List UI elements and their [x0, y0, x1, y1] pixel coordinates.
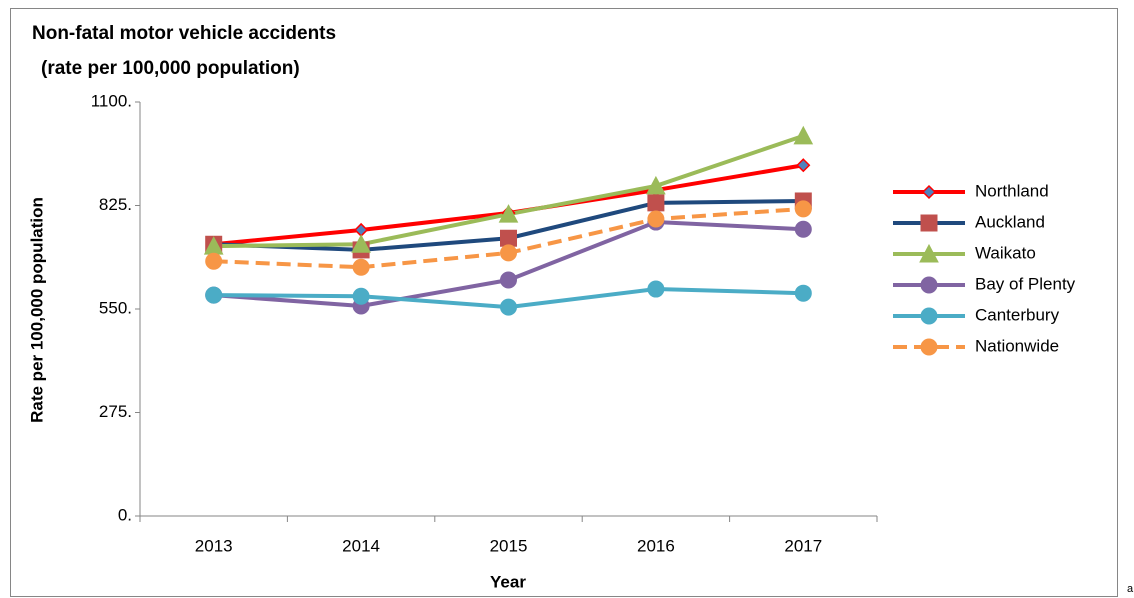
marker — [205, 252, 223, 270]
chart-subtitle: (rate per 100,000 population) — [41, 58, 300, 79]
legend-marker — [920, 276, 938, 294]
marker — [351, 234, 371, 253]
legend-label: Nationwide — [975, 336, 1059, 355]
x-tick-label: 2017 — [784, 536, 822, 555]
marker — [500, 229, 517, 247]
y-tick-label: 550. — [99, 298, 132, 317]
chart-title: Non-fatal motor vehicle accidents — [32, 23, 336, 44]
y-tick-label: 275. — [99, 402, 132, 421]
marker — [647, 210, 665, 228]
marker — [793, 125, 814, 145]
marker — [352, 287, 370, 305]
marker — [794, 200, 812, 218]
x-tick-label: 2016 — [637, 536, 675, 555]
y-axis-label: Rate per 100,000 population — [27, 197, 46, 423]
marker — [498, 204, 519, 223]
annotation: a — [1127, 583, 1134, 595]
legend-label: Bay of Plenty — [975, 274, 1076, 293]
marker — [796, 158, 811, 173]
marker — [500, 271, 517, 289]
legend-label: Northland — [975, 181, 1049, 200]
legend-label: Auckland — [975, 212, 1045, 231]
y-tick-label: 1100. — [91, 91, 132, 110]
x-tick-label: 2014 — [342, 536, 380, 555]
x-axis-label: Year — [490, 572, 526, 591]
x-tick-label: 2015 — [490, 536, 528, 555]
marker — [647, 280, 665, 298]
x-tick-label: 2013 — [195, 536, 233, 555]
legend-label: Canterbury — [975, 305, 1060, 324]
chart-border — [10, 8, 1118, 597]
y-tick-label: 825. — [99, 195, 132, 214]
marker — [205, 286, 223, 304]
y-tick-label: 0. — [118, 505, 132, 524]
legend-marker — [920, 338, 938, 356]
legend-marker — [920, 307, 938, 325]
marker — [646, 175, 666, 195]
legend-marker — [920, 214, 938, 232]
legend-label: Waikato — [975, 243, 1036, 262]
marker — [500, 298, 517, 316]
marker — [647, 194, 665, 212]
legend-marker — [921, 184, 937, 200]
marker — [352, 258, 370, 276]
marker — [500, 244, 517, 262]
legend-marker — [919, 243, 939, 263]
marker — [794, 284, 812, 302]
marker — [794, 220, 812, 238]
